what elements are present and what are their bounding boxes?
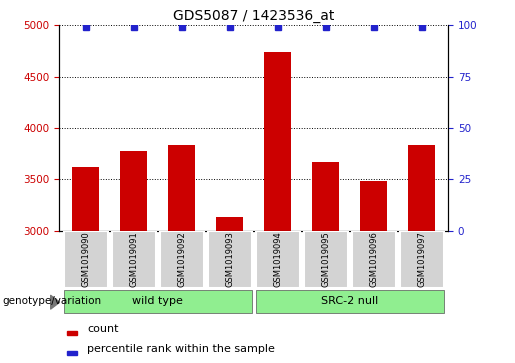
Bar: [216, 217, 243, 231]
Bar: [67, 331, 77, 335]
Bar: [112, 231, 156, 288]
Title: GDS5087 / 1423536_at: GDS5087 / 1423536_at: [173, 9, 334, 23]
Bar: [360, 181, 387, 231]
Text: GSM1019091: GSM1019091: [129, 232, 138, 287]
Text: count: count: [87, 324, 118, 334]
Text: GSM1019093: GSM1019093: [225, 232, 234, 287]
Text: GSM1019095: GSM1019095: [321, 232, 330, 287]
Text: percentile rank within the sample: percentile rank within the sample: [87, 344, 275, 354]
Text: GSM1019097: GSM1019097: [417, 232, 426, 287]
Bar: [168, 146, 195, 231]
Bar: [208, 231, 252, 288]
Text: genotype/variation: genotype/variation: [3, 296, 101, 306]
Bar: [313, 162, 339, 231]
Bar: [73, 167, 99, 231]
Bar: [63, 290, 252, 313]
Bar: [400, 231, 444, 288]
Bar: [67, 351, 77, 355]
Text: GSM1019094: GSM1019094: [273, 232, 282, 287]
Bar: [264, 52, 291, 231]
Bar: [255, 231, 300, 288]
Bar: [303, 231, 348, 288]
Text: SRC-2 null: SRC-2 null: [321, 296, 379, 306]
Text: wild type: wild type: [132, 296, 183, 306]
Text: GSM1019090: GSM1019090: [81, 232, 90, 287]
Text: GSM1019096: GSM1019096: [369, 232, 378, 287]
Bar: [408, 146, 435, 231]
Bar: [63, 231, 108, 288]
Bar: [121, 151, 147, 231]
Bar: [255, 290, 444, 313]
Text: GSM1019092: GSM1019092: [177, 232, 186, 287]
Bar: [160, 231, 204, 288]
Polygon shape: [50, 295, 60, 309]
Bar: [352, 231, 396, 288]
